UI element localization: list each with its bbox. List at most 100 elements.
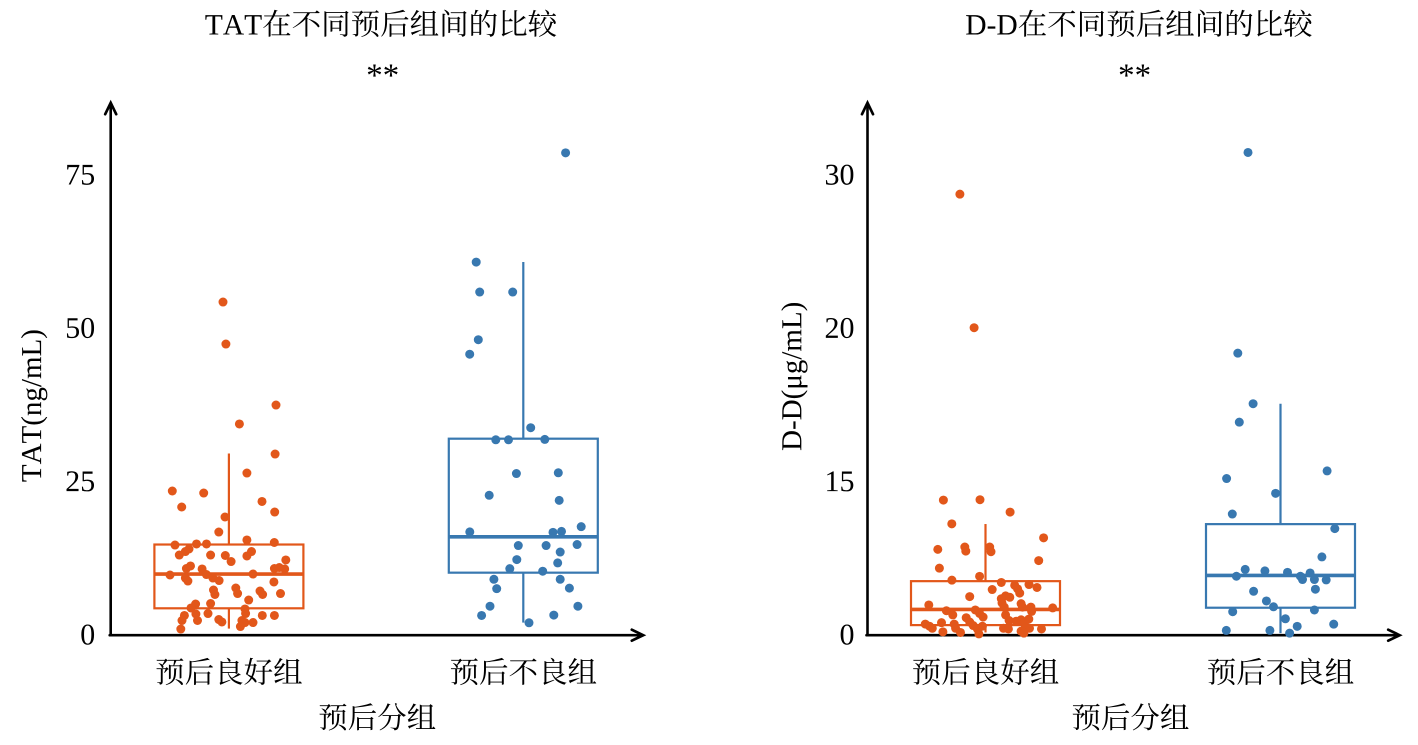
glyph	[66, 471, 79, 492]
data-point	[1317, 552, 1327, 562]
glyph	[471, 9, 497, 37]
data-point	[938, 495, 948, 505]
data-point	[492, 584, 502, 594]
data-point	[1048, 603, 1058, 613]
glyph	[292, 10, 320, 37]
data-point	[526, 423, 536, 433]
y-tick-label-25	[66, 471, 95, 492]
scatter-points-0	[165, 297, 291, 634]
glyph	[407, 703, 436, 729]
data-point	[206, 550, 216, 560]
data-point	[924, 600, 934, 610]
data-point	[505, 564, 515, 574]
glyph	[840, 164, 854, 185]
y-tick-label-15	[827, 471, 854, 492]
scatter-points-0	[920, 189, 1058, 639]
glyph	[185, 657, 213, 685]
data-point	[947, 519, 957, 529]
data-point	[186, 561, 195, 571]
glyph	[840, 317, 854, 339]
data-point	[471, 257, 481, 267]
data-point	[170, 540, 180, 550]
chart-title	[205, 9, 557, 38]
data-point	[202, 539, 211, 549]
glyph	[81, 164, 95, 185]
data-point	[167, 486, 177, 496]
glyph	[568, 658, 597, 684]
glyph	[81, 624, 95, 645]
glyph	[1208, 658, 1236, 686]
y-tick-label-50	[66, 317, 95, 339]
glyph	[543, 657, 567, 685]
glyph	[786, 360, 808, 373]
glyph	[205, 15, 223, 35]
data-point	[1005, 507, 1015, 517]
data-point	[465, 527, 475, 537]
data-point	[485, 601, 495, 611]
data-point	[513, 541, 523, 551]
glyph	[219, 657, 243, 685]
data-point	[1305, 568, 1315, 578]
data-point	[489, 574, 499, 584]
left-chart	[20, 9, 647, 731]
data-point	[192, 539, 201, 549]
glyph	[81, 471, 95, 492]
glyph	[20, 330, 48, 338]
data-point	[1005, 592, 1015, 602]
data-point	[491, 435, 501, 445]
data-point	[572, 540, 582, 550]
data-point	[1265, 625, 1275, 635]
glyph	[509, 658, 537, 685]
data-point	[937, 618, 946, 628]
x-category-label-1	[450, 657, 597, 686]
glyph	[782, 351, 802, 360]
data-point	[975, 571, 985, 581]
glyph	[81, 317, 95, 339]
data-point	[270, 449, 280, 459]
data-point	[553, 558, 563, 568]
glyph	[21, 443, 42, 465]
data-point	[199, 488, 209, 498]
data-point	[465, 349, 475, 359]
glyph	[21, 379, 42, 388]
glyph	[1072, 703, 1100, 731]
data-point	[934, 563, 944, 573]
glyph	[1283, 9, 1312, 37]
glyph	[1160, 703, 1189, 729]
data-point	[1283, 567, 1292, 577]
x-axis-arrowhead	[1386, 628, 1403, 643]
glyph	[67, 164, 80, 185]
glyph	[966, 15, 986, 35]
data-point	[218, 297, 228, 307]
data-point	[986, 547, 996, 557]
data-point	[1024, 580, 1034, 590]
data-point	[555, 547, 565, 557]
data-point	[1027, 606, 1037, 616]
x-category-label-1	[1208, 657, 1354, 686]
data-point	[561, 148, 571, 158]
glyph	[156, 658, 184, 686]
y-axis-label	[781, 302, 808, 451]
y-axis-arrowhead	[860, 99, 875, 116]
y-tick-label-75	[67, 164, 95, 185]
data-point	[257, 496, 267, 506]
data-point	[177, 616, 187, 626]
data-point	[220, 512, 230, 522]
glyph	[793, 421, 796, 429]
data-point	[961, 546, 971, 556]
y-tick-label-0	[81, 624, 95, 645]
data-point	[1227, 509, 1237, 519]
data-point	[511, 469, 521, 479]
glyph	[782, 431, 802, 451]
glyph	[450, 658, 478, 686]
data-point	[248, 618, 258, 628]
glyph	[1001, 657, 1029, 685]
glyph	[827, 471, 838, 492]
box-rect	[153, 543, 305, 610]
glyph	[66, 318, 80, 339]
data-point	[1233, 348, 1243, 358]
data-point	[475, 287, 485, 297]
data-point	[978, 612, 988, 622]
data-point	[557, 526, 566, 536]
